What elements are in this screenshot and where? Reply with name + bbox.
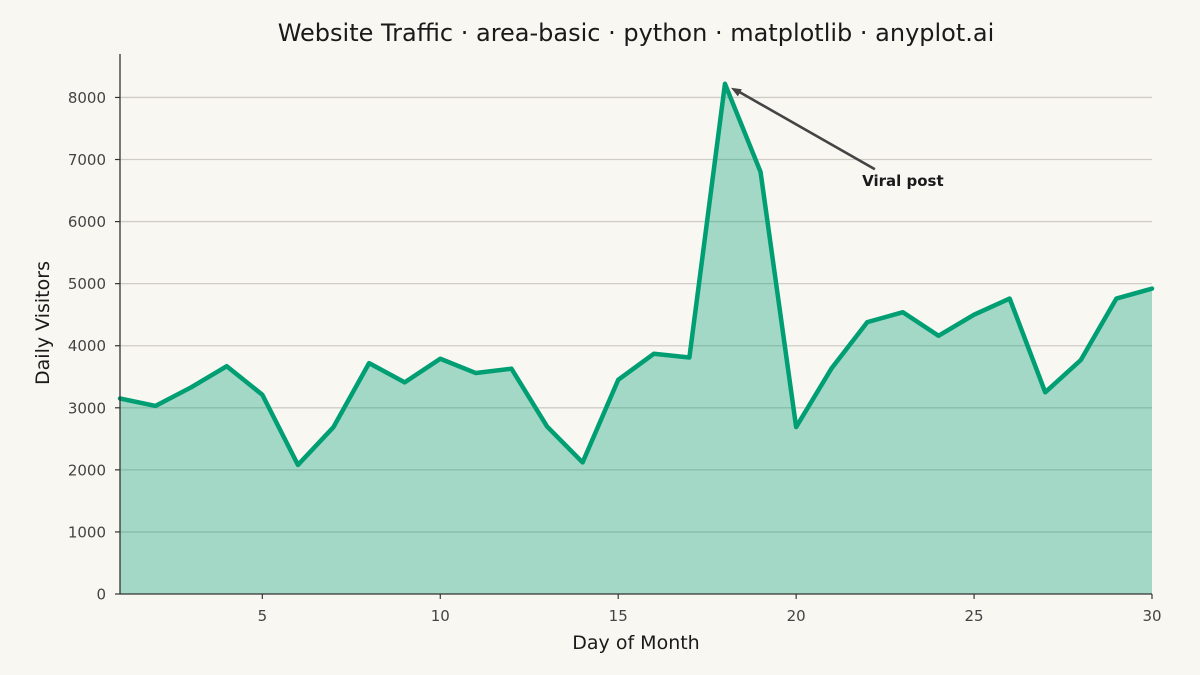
y-tick-label: 8000 — [68, 89, 106, 107]
series-line — [117, 81, 1155, 468]
y-tick-label: 0 — [96, 586, 106, 604]
y-tick-label: 1000 — [68, 523, 106, 541]
y-tick-label: 6000 — [68, 213, 106, 231]
plot-area — [117, 81, 1155, 594]
axes: 0 1000 2000 3000 4000 5000 6000 7000 8000 5 10 15 20… — [68, 54, 1162, 625]
y-tick-label: 2000 — [68, 461, 106, 479]
annotations: Viral post — [730, 87, 944, 190]
gridlines — [120, 96, 1152, 533]
x-tick-label: 20 — [787, 607, 806, 625]
annotation-arrow-line — [738, 90, 876, 171]
chart-title: Website Traffic · area-basic · python · … — [278, 19, 995, 47]
x-tick-label: 30 — [1142, 607, 1161, 625]
x-tick-label: 15 — [609, 607, 628, 625]
y-tick-label: 3000 — [68, 399, 106, 417]
x-tick-label: 5 — [258, 607, 268, 625]
x-axis-label: Day of Month — [572, 632, 699, 654]
x-tick-label: 10 — [431, 607, 450, 625]
y-tick-label: 7000 — [68, 151, 106, 169]
series-area-fill — [120, 83, 1152, 594]
y-tick-label: 4000 — [68, 337, 106, 355]
y-axis-label: Daily Visitors — [32, 261, 54, 385]
annotation-label: Viral post — [862, 172, 944, 190]
y-tick-label: 5000 — [68, 275, 106, 293]
x-tick-label: 25 — [965, 607, 984, 625]
annotation-arrow-head — [730, 87, 742, 97]
